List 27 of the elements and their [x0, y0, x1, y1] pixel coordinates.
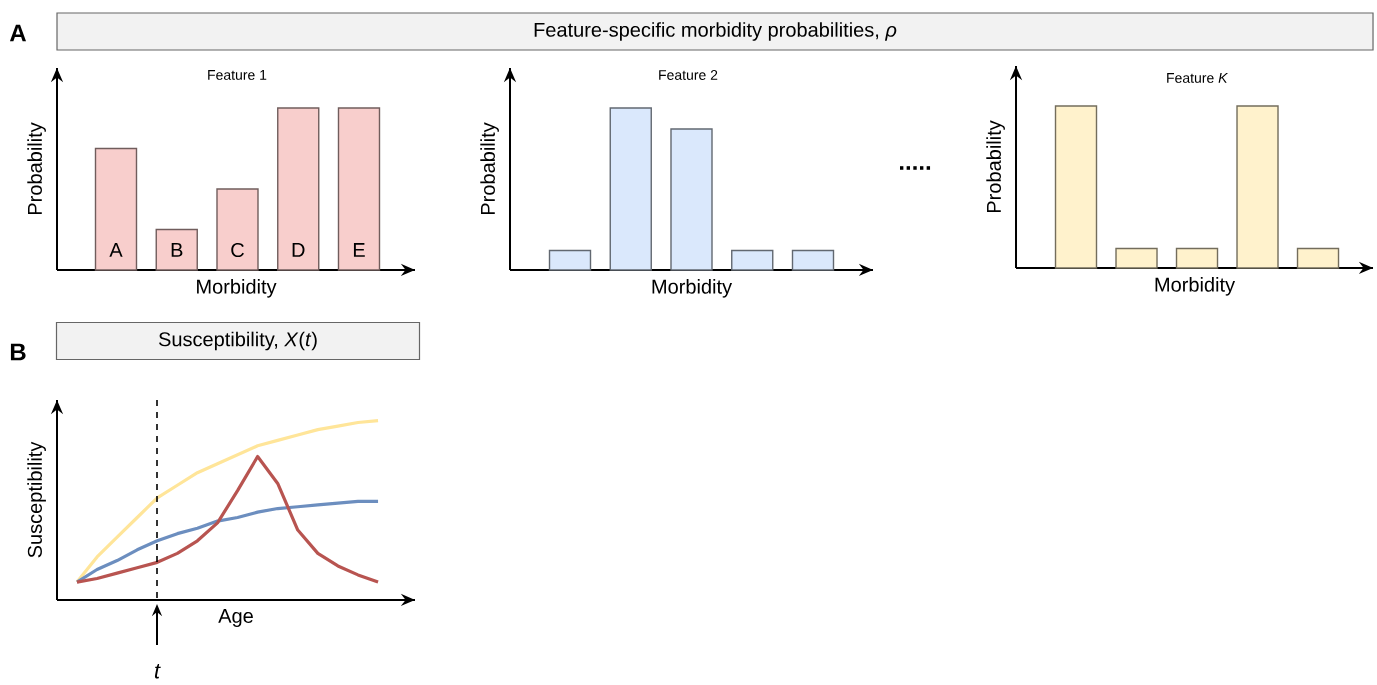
- text: Feature-specific morbidity probabilities, ρ: [534, 22, 897, 41]
- text: A: [9, 24, 27, 42]
- bar: [277, 107, 320, 271]
- x-tick-label: E: [353, 243, 365, 257]
- text: .....: [899, 166, 931, 170]
- x-axis-title: Morbidity: [652, 278, 733, 298]
- x-axis-title: Morbidity: [1155, 276, 1236, 296]
- chart-title: Feature 2: [659, 69, 718, 80]
- chart-title: Susceptibility, X(t): [158, 331, 317, 351]
- y-axis-title: Probability: [480, 122, 499, 214]
- x-tick-label: C: [231, 242, 244, 257]
- chart-title: Feature K: [1167, 73, 1229, 83]
- y-axis-title: Susceptibility: [27, 441, 46, 558]
- y-axis-title: Probability: [27, 122, 46, 214]
- x-tick-label: B: [171, 243, 183, 257]
- x-axis-title: Morbidity: [197, 278, 277, 298]
- bar: [155, 228, 198, 271]
- bar: [94, 147, 138, 271]
- x-tick-label: A: [109, 243, 123, 257]
- x-axis-title: Age: [218, 608, 253, 627]
- text: t: [154, 663, 161, 679]
- x-tick-label: D: [292, 243, 305, 257]
- bar: [337, 107, 381, 271]
- bar: [216, 188, 259, 271]
- chart-title: Feature 1: [208, 70, 267, 80]
- text: B: [10, 343, 26, 361]
- y-axis-title: Probability: [986, 120, 1005, 212]
